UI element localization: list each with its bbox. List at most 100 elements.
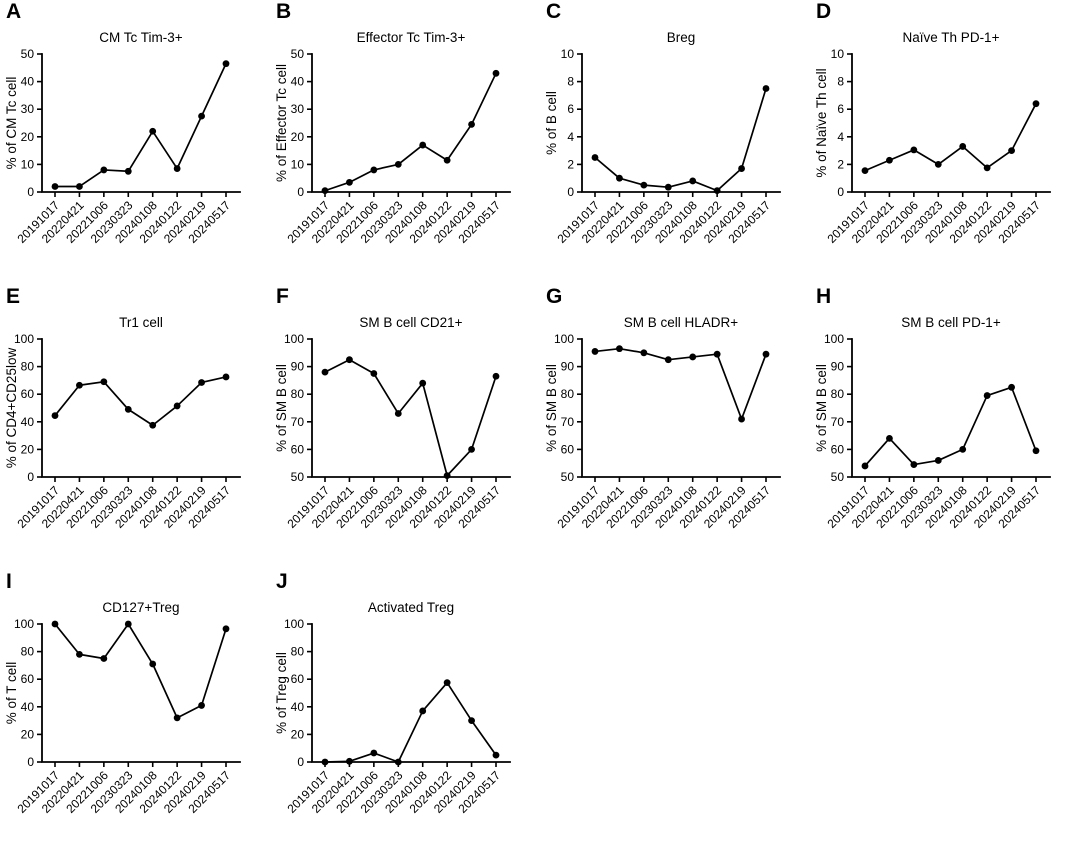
svg-text:40: 40: [291, 75, 305, 89]
y-tick-labels: 50 60 70 80 90 100: [824, 332, 852, 484]
svg-text:90: 90: [831, 360, 845, 374]
svg-text:50: 50: [831, 470, 845, 484]
chart-panel-D: D Naïve Th PD-1+ % of Naïve Th cell 0 2 4 6 8 10…: [810, 0, 1080, 285]
data-points: [321, 679, 500, 766]
y-tick-labels: 0 20 40 60 80 100: [284, 617, 312, 769]
y-tick-labels: 50 60 70 80 90 100: [284, 332, 312, 484]
svg-text:100: 100: [14, 617, 34, 631]
chart-panel-E: E Tr1 cell % of CD4+CD25low 0 20 40 60 80 100 201…: [0, 285, 270, 570]
svg-text:100: 100: [14, 332, 34, 346]
chart-svg-I: CD127+Treg % of T cell 0 20 40 60 80 100 2019101…: [4, 600, 241, 816]
chart-panel-F: F SM B cell CD21+ % of SM B cell 50 60 70 80 90…: [270, 285, 540, 570]
data-points: [51, 60, 230, 190]
svg-text:6: 6: [837, 102, 844, 116]
axes: [311, 338, 511, 478]
svg-text:0: 0: [27, 185, 34, 199]
chart-panel-I: I CD127+Treg % of T cell 0 20 40 60 80 100 201910…: [0, 570, 270, 855]
data-line: [324, 358, 497, 477]
y-axis-label: % of CM Tc cell: [4, 77, 19, 170]
chart-svg-G: SM B cell HLADR+ % of SM B cell 50 60 70 80 90…: [544, 315, 781, 531]
chart-title: SM B cell CD21+: [359, 315, 462, 330]
chart-title: CD127+Treg: [102, 600, 179, 615]
y-tick-labels: 0 2 4 6 8 10: [831, 47, 852, 199]
axes: [311, 53, 511, 193]
svg-text:4: 4: [567, 130, 574, 144]
x-tick-labels: 2019101720220421202210062023032320240108…: [824, 192, 1043, 246]
data-line: [324, 72, 497, 192]
svg-text:8: 8: [837, 75, 844, 89]
data-line: [324, 681, 497, 763]
svg-text:60: 60: [291, 672, 305, 686]
svg-text:10: 10: [291, 157, 305, 171]
x-tick-labels: 2019101720220421202210062023032320240108…: [554, 477, 773, 531]
svg-text:30: 30: [21, 102, 35, 116]
y-tick-labels: 0 20 40 60 80 100: [14, 332, 42, 484]
svg-text:60: 60: [831, 442, 845, 456]
panel-letter-I: I: [6, 570, 13, 593]
svg-text:100: 100: [284, 617, 304, 631]
chart-svg-J: Activated Treg % of Treg cell 0 20 40 60 80 100…: [274, 600, 511, 816]
axes: [311, 623, 511, 763]
svg-text:0: 0: [837, 185, 844, 199]
panel-letter-B: B: [276, 0, 292, 23]
data-line: [594, 88, 767, 192]
x-tick-labels: 2019101720220421202210062023032320240108…: [824, 477, 1043, 531]
svg-text:50: 50: [291, 470, 305, 484]
chart-panel-H: H SM B cell PD-1+ % of SM B cell 50 60 70 80 90…: [810, 285, 1080, 570]
y-axis-label: % of SM B cell: [814, 364, 829, 452]
data-points: [591, 345, 770, 423]
svg-text:40: 40: [291, 700, 305, 714]
y-axis-label: % of CD4+CD25low: [4, 348, 19, 469]
svg-text:70: 70: [561, 415, 575, 429]
y-tick-labels: 0 10 20 30 40 50: [21, 47, 42, 199]
data-points: [321, 356, 500, 480]
svg-text:80: 80: [291, 645, 305, 659]
data-points: [51, 373, 230, 429]
svg-text:90: 90: [561, 360, 575, 374]
chart-title: Breg: [667, 30, 696, 45]
axes: [41, 53, 241, 193]
svg-text:2: 2: [837, 157, 844, 171]
chart-title: Naïve Th PD-1+: [903, 30, 1000, 45]
svg-text:80: 80: [21, 645, 35, 659]
svg-text:0: 0: [567, 185, 574, 199]
chart-svg-A: CM Tc Tim-3+ % of CM Tc cell 0 10 20 30 40 50 20…: [4, 30, 241, 246]
panel-letter-E: E: [6, 285, 21, 308]
panel-letter-G: G: [546, 285, 563, 308]
chart-title: Tr1 cell: [119, 315, 163, 330]
svg-text:90: 90: [291, 360, 305, 374]
data-points: [861, 383, 1040, 470]
svg-text:60: 60: [291, 442, 305, 456]
y-axis-label: % of Treg cell: [274, 652, 289, 734]
svg-text:50: 50: [21, 47, 35, 61]
chart-panel-B: B Effector Tc Tim-3+ % of Effector Tc cell…: [270, 0, 540, 285]
svg-text:20: 20: [21, 727, 35, 741]
svg-text:10: 10: [561, 47, 575, 61]
data-line: [54, 376, 227, 427]
y-axis-label: % of SM B cell: [544, 364, 559, 452]
svg-text:10: 10: [21, 157, 35, 171]
chart-panel-A: A CM Tc Tim-3+ % of CM Tc cell 0 10 20 30 40 50 2…: [0, 0, 270, 285]
chart-svg-F: SM B cell CD21+ % of SM B cell 50 60 70 80 90 1…: [274, 315, 511, 531]
panel-letter-J: J: [276, 570, 289, 593]
svg-text:70: 70: [831, 415, 845, 429]
data-points: [51, 620, 230, 722]
x-tick-labels: 2019101720220421202210062023032320240108…: [284, 477, 503, 531]
y-tick-labels: 50 60 70 80 90 100: [554, 332, 582, 484]
svg-text:4: 4: [837, 130, 844, 144]
svg-text:0: 0: [297, 185, 304, 199]
svg-text:100: 100: [284, 332, 304, 346]
data-line: [864, 103, 1037, 172]
svg-text:0: 0: [27, 755, 34, 769]
svg-text:60: 60: [561, 442, 575, 456]
data-line: [864, 386, 1037, 467]
svg-text:40: 40: [21, 75, 35, 89]
axes: [851, 53, 1051, 193]
svg-text:70: 70: [291, 415, 305, 429]
svg-text:80: 80: [561, 387, 575, 401]
svg-text:30: 30: [291, 102, 305, 116]
data-points: [591, 85, 770, 195]
y-tick-labels: 0 2 4 6 8 10: [561, 47, 582, 199]
x-tick-labels: 2019101720220421202210062023032320240108…: [14, 477, 233, 531]
